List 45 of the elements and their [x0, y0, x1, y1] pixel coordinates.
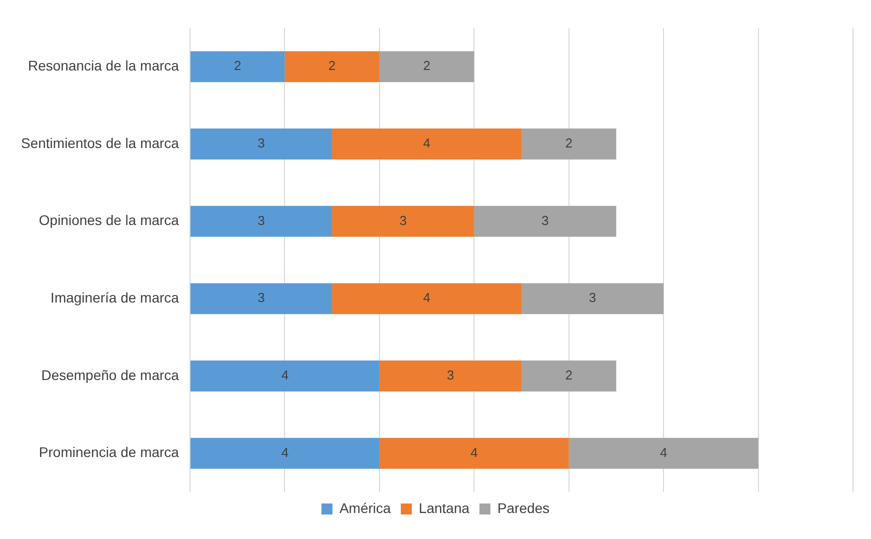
data-label: 3 — [446, 368, 454, 383]
data-label: 4 — [423, 136, 430, 151]
y-tick-label: Imaginería de marca — [50, 290, 180, 306]
bar — [521, 128, 616, 160]
bar — [474, 206, 616, 237]
data-label: 3 — [542, 212, 549, 228]
bar — [521, 360, 616, 392]
data-label: 4 — [281, 444, 289, 460]
y-tick-label: Desempeño de marca — [41, 366, 180, 383]
y-tick-label: Resonancia de la marca — [28, 58, 180, 74]
bar — [190, 51, 285, 82]
data-label: 2 — [565, 136, 572, 151]
bar — [379, 51, 474, 82]
bar — [190, 283, 332, 314]
data-label: 3 — [399, 212, 407, 228]
bar — [332, 206, 474, 237]
y-tick-label: Sentimientos de la marca — [20, 134, 180, 151]
data-label: 3 — [258, 212, 265, 228]
data-label: 4 — [470, 444, 478, 460]
bar — [568, 438, 758, 469]
bar — [332, 128, 522, 160]
data-label: 4 — [281, 368, 289, 383]
data-label: 2 — [234, 58, 242, 74]
data-label: 3 — [258, 290, 265, 306]
bar — [379, 360, 522, 392]
bar — [190, 206, 332, 237]
data-label: 4 — [660, 444, 668, 460]
bar — [284, 51, 380, 82]
data-label: 2 — [328, 58, 336, 74]
bar — [190, 128, 332, 160]
y-tick-label: Prominencia de marca — [38, 444, 180, 460]
bar — [521, 283, 664, 314]
y-tick-label: Opiniones de la marca — [38, 212, 180, 228]
data-label: 2 — [565, 368, 572, 383]
bar — [190, 360, 380, 392]
data-label: 2 — [423, 58, 430, 74]
bar — [379, 438, 569, 469]
legend-label: América — [339, 500, 392, 516]
legend-label: Paredes — [497, 500, 550, 516]
data-label: 3 — [258, 136, 265, 151]
bar — [332, 283, 522, 314]
data-label: 3 — [588, 290, 596, 306]
data-label: 4 — [423, 290, 430, 306]
bar — [190, 438, 380, 469]
legend-label: Lantana — [418, 500, 470, 516]
